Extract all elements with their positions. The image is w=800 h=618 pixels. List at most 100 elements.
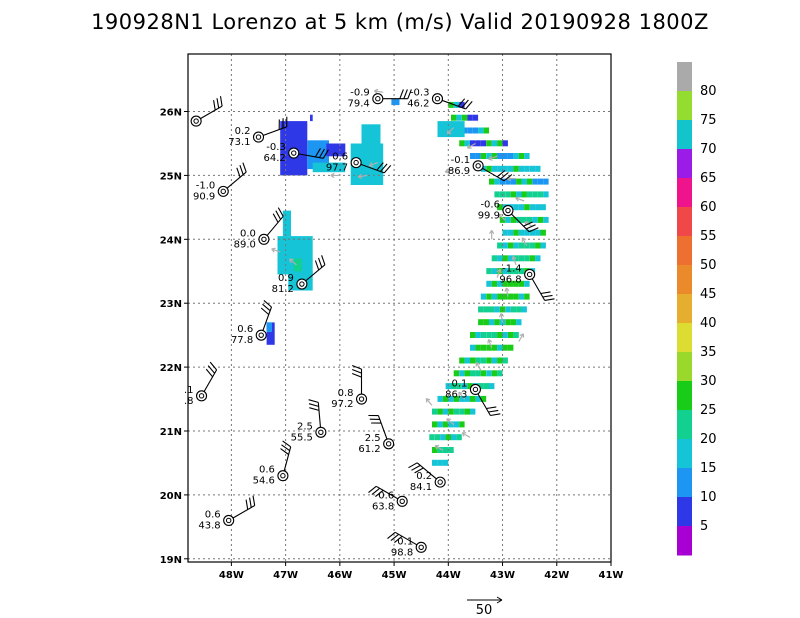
wind-cell [461,383,468,390]
colorbar-swatch [677,149,692,179]
wind-cell [432,459,438,466]
wind-cell [518,280,525,287]
wind-cell [486,370,492,377]
station-dot [418,544,424,551]
wind-cell [451,114,457,121]
station-ring [383,438,395,450]
wind-barb-feather [260,307,270,315]
wind-cell [456,434,462,441]
flow-arrows [271,88,533,451]
station-ring [524,268,536,281]
wind-cell [470,153,476,159]
wind-barb-feather [500,172,509,180]
wind-cell [486,293,492,300]
wind-barb-feather [387,531,396,540]
wind-cell [470,408,476,415]
wind-barb-feather [252,495,256,506]
wind-cell [540,204,546,211]
wind-cell [470,395,476,402]
wind-cell [518,268,525,275]
flow-arrow [498,313,505,323]
station-dot [193,118,199,124]
colorbar-label: 60 [700,200,717,215]
station-value-bottom: 61.2 [358,444,380,455]
wind-cell [470,332,476,338]
wind-cell [505,178,511,185]
plot-frame [187,53,612,563]
flow-arrow [488,229,495,240]
station: 0.654.6 [253,440,292,487]
station-value-bottom: 73.1 [228,137,250,148]
wind-cell [491,344,498,351]
station-ring [502,205,514,217]
wind-cell [459,408,465,415]
wind-cell [524,293,530,300]
wind-cell [510,191,517,198]
wind-barb-feather [236,167,241,178]
flow-arrow [446,418,455,426]
station: -1.090.9 [193,162,247,202]
wind-cell [470,140,476,147]
station: -0.186.9 [448,155,513,182]
wind-cell [499,178,506,185]
wind-cell [491,332,498,338]
lat-tick-label: 25N [160,171,182,182]
wind-barb-feather [465,101,473,110]
wind-cell [497,153,503,159]
wind-cell [508,242,514,249]
station-ring [223,514,235,527]
wind-cell [494,191,500,198]
station: 0.677.8 [231,299,273,346]
wind-cell [518,242,525,249]
station-value-top: -1.4 [502,263,522,274]
station: -0.364.2 [263,142,329,164]
lat-tick-label: 20N [160,491,182,502]
wind-cell [535,204,541,211]
wind-cell [456,383,462,390]
wind-barb-feather [490,413,501,417]
wind-cell [312,162,346,173]
wind-cell [445,434,451,441]
lon-tick-label: 46W [327,570,352,581]
wind-cell [459,395,465,402]
station-dot [399,498,405,504]
wind-cell [543,178,549,185]
wind-cell [508,293,514,300]
wind-cell [282,210,291,237]
wind-cell [513,332,519,338]
wind-barb-feather [380,163,388,172]
wind-cell [516,319,522,326]
wind-barb-feather [275,210,282,220]
wind-cell [486,357,492,364]
map-title: 190928N1 Lorenzo at 5 km (m/s) Valid 201… [91,10,709,34]
wind-cell [491,140,498,147]
lon-tick-label: 47W [273,570,298,581]
wind-cell [524,204,530,211]
colorbar-label: 65 [700,171,717,186]
station-value-bottom: .8 [184,396,194,407]
station-dot [358,396,365,402]
station: 0.663.8 [368,485,408,512]
wind-cell [478,306,484,313]
wind-cell [532,191,538,198]
wind-cell [464,408,470,415]
wind-cell [508,229,514,236]
station: 0.643.8 [198,495,256,531]
station-ring [296,278,308,290]
wind-barb-feather [317,257,323,268]
station-value-top: 0.2 [416,471,432,482]
wind-cell [502,357,508,364]
station: 0.198.8 [387,531,427,558]
wind-cell [489,178,495,185]
wind-barb-feather [528,227,539,233]
wind-cell [467,383,473,390]
wind-barb-feather [542,294,553,298]
station-value-top: 0.1 [397,536,413,547]
station: 0.697.7 [326,152,392,174]
station-dot [434,96,441,102]
station: 0.981.2 [272,255,326,295]
wind-cell [529,242,536,249]
flow-arrow [467,142,476,149]
wind-cell [266,322,275,345]
station-dot [261,236,267,243]
